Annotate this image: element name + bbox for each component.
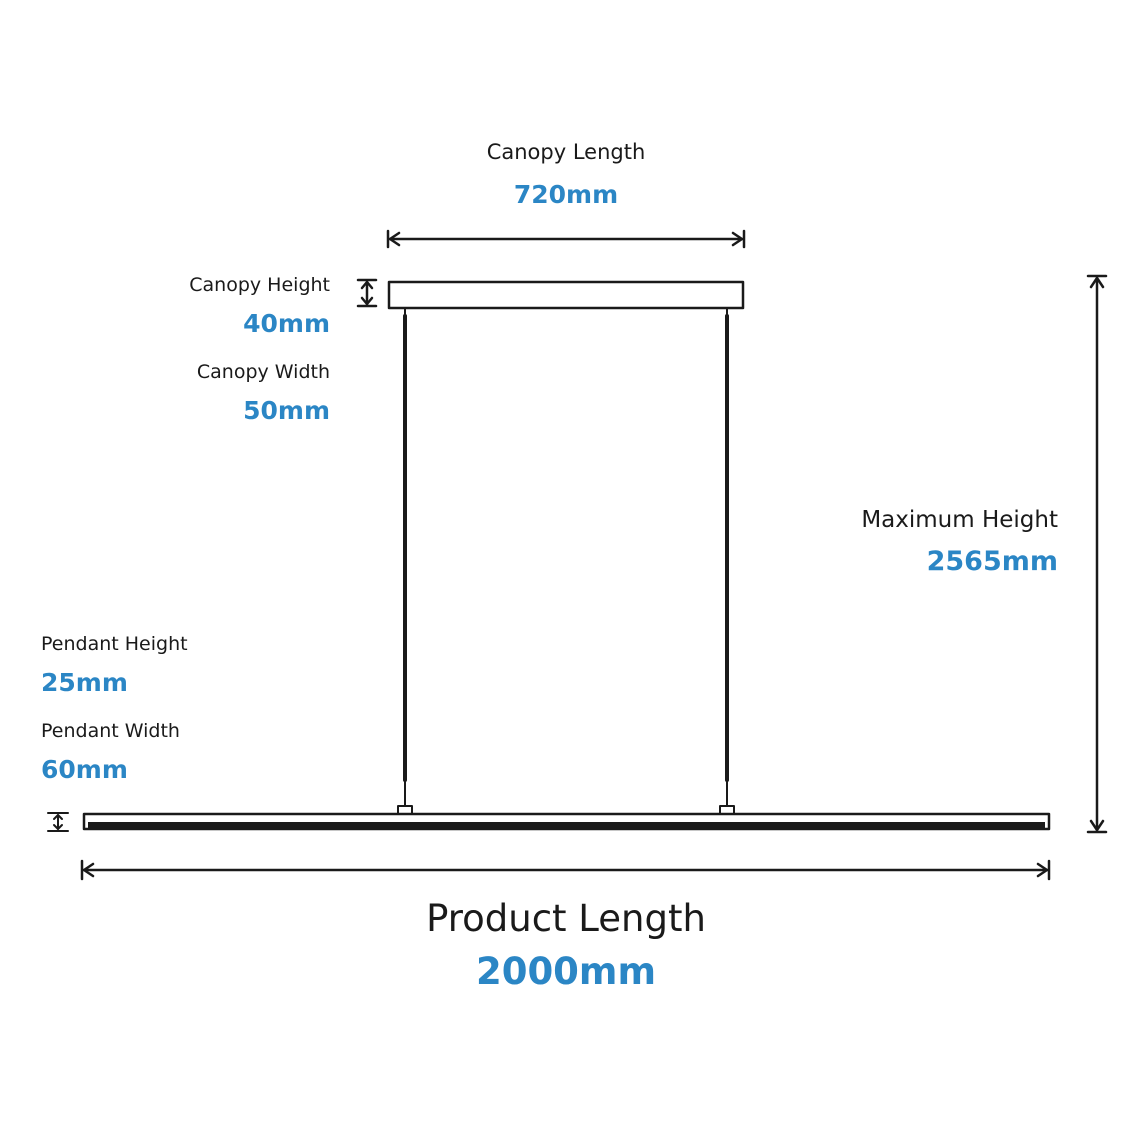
canopy-height-label: Canopy Height (189, 274, 330, 296)
canopy-length-label: Canopy Length (486, 140, 646, 164)
pendant-width-label: Pendant Width (41, 720, 180, 742)
maximum-height-value: 2565mm (926, 546, 1058, 577)
suspension-cables (403, 307, 729, 807)
canopy-width-value: 50mm (243, 396, 330, 425)
pendant-width-value: 60mm (41, 755, 128, 784)
canopy-length-value: 720mm (513, 180, 619, 209)
canopy-length-dimension (386, 229, 746, 249)
canopy (387, 280, 745, 310)
product-length-dimension (80, 859, 1051, 881)
canopy-width-label: Canopy Width (196, 361, 330, 383)
maximum-height-dimension (1086, 274, 1108, 834)
maximum-height-label: Maximum Height (861, 507, 1058, 533)
canopy-height-dimension (356, 278, 378, 308)
product-length-label: Product Length (426, 897, 706, 940)
pendant-height-label: Pendant Height (41, 633, 188, 655)
pendant-height-value: 25mm (41, 668, 128, 697)
canopy-height-value: 40mm (243, 309, 330, 338)
pendant-bar (82, 812, 1051, 831)
product-length-value: 2000mm (475, 950, 657, 993)
pendant-height-dimension (47, 812, 69, 832)
